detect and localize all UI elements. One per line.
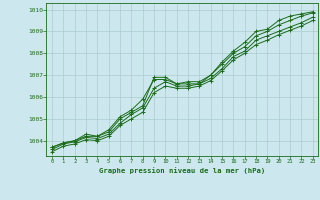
X-axis label: Graphe pression niveau de la mer (hPa): Graphe pression niveau de la mer (hPa) xyxy=(99,167,266,174)
